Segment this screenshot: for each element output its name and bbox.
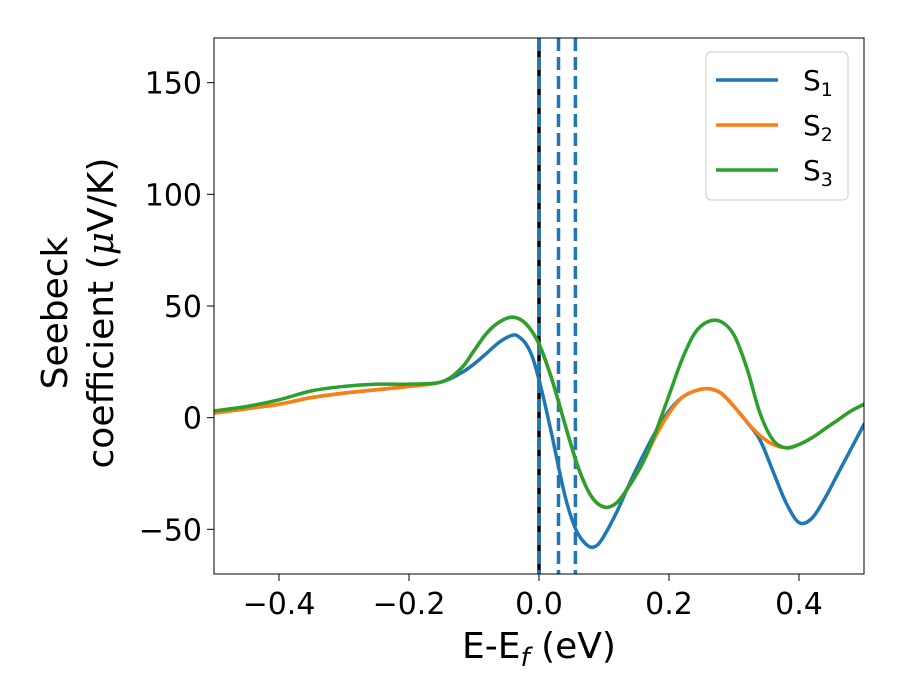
y-axis-label-line2: coefficient (μV/K) — [81, 158, 122, 469]
legend-label-s3: S3 — [803, 154, 833, 191]
y-tick-label-5: 150 — [145, 67, 202, 102]
series-layer — [214, 315, 864, 550]
legend-label-s2: S2 — [803, 109, 833, 146]
series-line-s1 — [214, 333, 864, 550]
x-tick-label-4: 0.2 — [645, 587, 693, 622]
plot-area — [214, 38, 864, 574]
y-tick-label-3: 50 — [164, 290, 202, 325]
y-tick-label-4: 100 — [145, 178, 202, 213]
vline-layer — [537, 38, 578, 574]
y-axis-label: Seebeck coefficient (μV/K) — [35, 158, 122, 469]
x-tick-label-2: −0.2 — [373, 587, 446, 622]
y-axis-ticks: −50 0 50 100 150 — [139, 67, 214, 548]
y-tick-label-1: −50 — [139, 513, 202, 548]
legend-label-s1: S1 — [803, 64, 833, 101]
x-tick-label-3: 0.0 — [515, 587, 563, 622]
x-tick-label-5: 0.4 — [775, 587, 823, 622]
y-axis-label-line1: Seebeck — [35, 236, 76, 389]
y-tick-label-2: 0 — [183, 402, 202, 437]
x-axis-label: E-Ef (eV) — [462, 626, 616, 673]
x-tick-label-1: −0.4 — [243, 587, 316, 622]
series-line-s3 — [214, 315, 864, 510]
legend: S1 S2 S3 — [705, 51, 849, 201]
x-axis-ticks: −0.4 −0.2 0.0 0.2 0.4 — [243, 574, 823, 622]
